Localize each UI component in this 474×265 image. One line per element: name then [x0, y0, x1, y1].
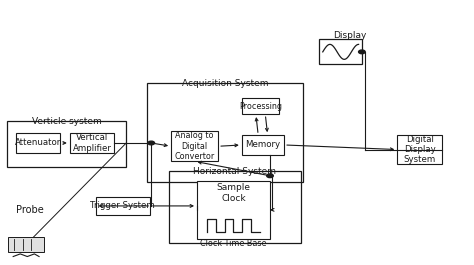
Bar — [9, 237, 44, 252]
Circle shape — [358, 50, 365, 54]
Bar — [7, 121, 126, 167]
Text: Vertical
Amplifier: Vertical Amplifier — [73, 133, 111, 153]
Text: Verticle system: Verticle system — [32, 117, 101, 126]
Bar — [96, 197, 150, 215]
Bar — [70, 132, 115, 153]
Bar — [171, 131, 218, 161]
Text: Memory: Memory — [246, 140, 281, 149]
Text: Horizontal System: Horizontal System — [193, 167, 276, 176]
Text: Display: Display — [333, 31, 367, 40]
Bar — [147, 83, 303, 182]
Text: Attenuator: Attenuator — [15, 139, 61, 148]
Bar — [242, 135, 284, 155]
Text: Processing: Processing — [239, 102, 282, 111]
Circle shape — [267, 174, 273, 178]
Text: Analog to
Digital
Convertor: Analog to Digital Convertor — [174, 131, 215, 161]
Bar — [16, 132, 60, 153]
Bar — [169, 170, 301, 243]
Circle shape — [148, 141, 155, 145]
Text: Sample
Clock: Sample Clock — [217, 183, 250, 202]
Text: Clock Time Base: Clock Time Base — [200, 240, 267, 249]
Bar — [397, 135, 442, 164]
Text: Probe: Probe — [16, 205, 43, 215]
Bar — [197, 181, 270, 239]
Text: Acquisition System: Acquisition System — [182, 79, 268, 88]
Bar — [319, 39, 362, 64]
Bar — [242, 98, 279, 114]
Text: Digital
Display
System: Digital Display System — [403, 135, 436, 165]
Text: Trigger System: Trigger System — [91, 201, 155, 210]
